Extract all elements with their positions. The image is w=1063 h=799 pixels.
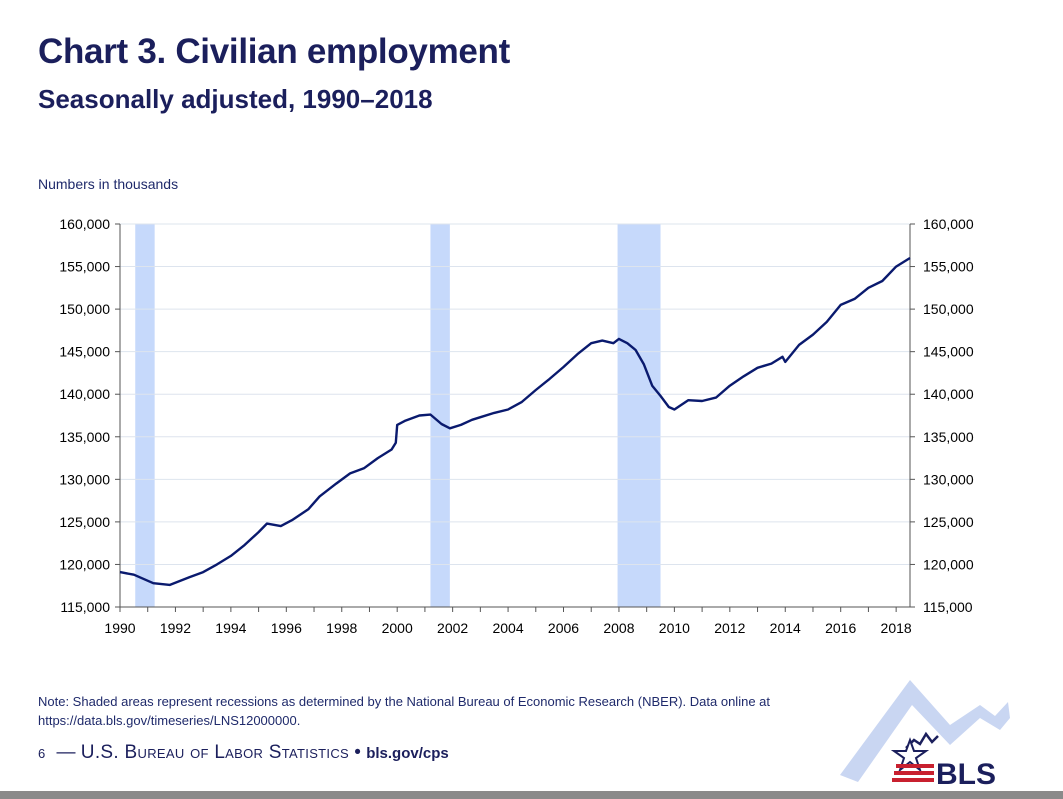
x-tick-label: 2004 <box>492 620 523 636</box>
x-tick-label: 1998 <box>326 620 357 636</box>
x-tick-label: 2018 <box>881 620 912 636</box>
logo-star-icon <box>890 737 930 773</box>
y-tick-label-left: 115,000 <box>60 599 110 615</box>
y-tick-label-left: 155,000 <box>59 259 110 275</box>
y-tick-label-right: 150,000 <box>923 301 974 317</box>
x-tick-label: 2008 <box>603 620 634 636</box>
x-tick-label: 2002 <box>437 620 468 636</box>
x-tick-label: 1994 <box>215 620 246 636</box>
y-tick-label-right: 140,000 <box>923 386 974 402</box>
x-tick-label: 2000 <box>382 620 413 636</box>
logo-trend-line <box>905 731 939 749</box>
y-tick-label-left: 160,000 <box>59 216 110 232</box>
y-tick-label-right: 120,000 <box>923 556 974 572</box>
y-tick-label-right: 115,000 <box>923 599 973 615</box>
x-tick-label: 2006 <box>548 620 579 636</box>
page-number: 6 <box>38 746 46 761</box>
bls-logo: BLS <box>840 680 1010 788</box>
y-tick-label-right: 135,000 <box>923 429 974 445</box>
chart-note: Note: Shaded areas represent recessions … <box>38 694 770 728</box>
x-tick-label: 1992 <box>160 620 191 636</box>
logo-text: BLS <box>936 758 996 788</box>
recession-band-1 <box>135 224 155 607</box>
x-tick-label: 2014 <box>770 620 801 636</box>
page-title: Chart 3. Civilian employment <box>38 32 510 71</box>
footer-bullet: • <box>354 742 361 763</box>
x-tick-label: 2010 <box>659 620 690 636</box>
bottom-bar <box>0 791 1063 799</box>
y-tick-label-left: 150,000 <box>59 301 110 317</box>
series-line-civilian-employment <box>119 256 911 587</box>
unit-label: Numbers in thousands <box>38 176 178 192</box>
y-tick-label-right: 130,000 <box>923 471 974 487</box>
logo-arrow-shape <box>840 680 1010 782</box>
footer-separator: — <box>56 742 76 763</box>
y-tick-label-right: 125,000 <box>923 514 974 530</box>
y-tick-label-left: 130,000 <box>59 471 110 487</box>
page-subtitle: Seasonally adjusted, 1990–2018 <box>38 84 433 114</box>
y-tick-label-left: 120,000 <box>59 556 110 572</box>
recession-band-2 <box>430 224 450 607</box>
x-tick-label: 1996 <box>271 620 302 636</box>
x-tick-label: 2016 <box>825 620 856 636</box>
x-tick-label: 2012 <box>714 620 745 636</box>
recession-band-3 <box>617 224 661 607</box>
y-tick-label-right: 160,000 <box>923 216 974 232</box>
y-tick-label-left: 145,000 <box>59 344 110 360</box>
y-tick-label-right: 145,000 <box>923 344 974 360</box>
site-link[interactable]: bls.gov/cps <box>366 745 449 762</box>
y-tick-label-right: 155,000 <box>923 259 974 275</box>
footer: 6 — U.S. Bureau of Labor Statistics • bl… <box>38 742 449 764</box>
y-tick-label-left: 125,000 <box>59 514 110 530</box>
agency-name: U.S. Bureau of Labor Statistics <box>80 742 349 763</box>
x-tick-label: 1990 <box>104 620 135 636</box>
employment-chart: Numbers in thousands 115,000 115,000 120,0… <box>38 176 974 636</box>
y-tick-label-left: 135,000 <box>59 429 110 445</box>
y-tick-label-left: 140,000 <box>59 386 110 402</box>
